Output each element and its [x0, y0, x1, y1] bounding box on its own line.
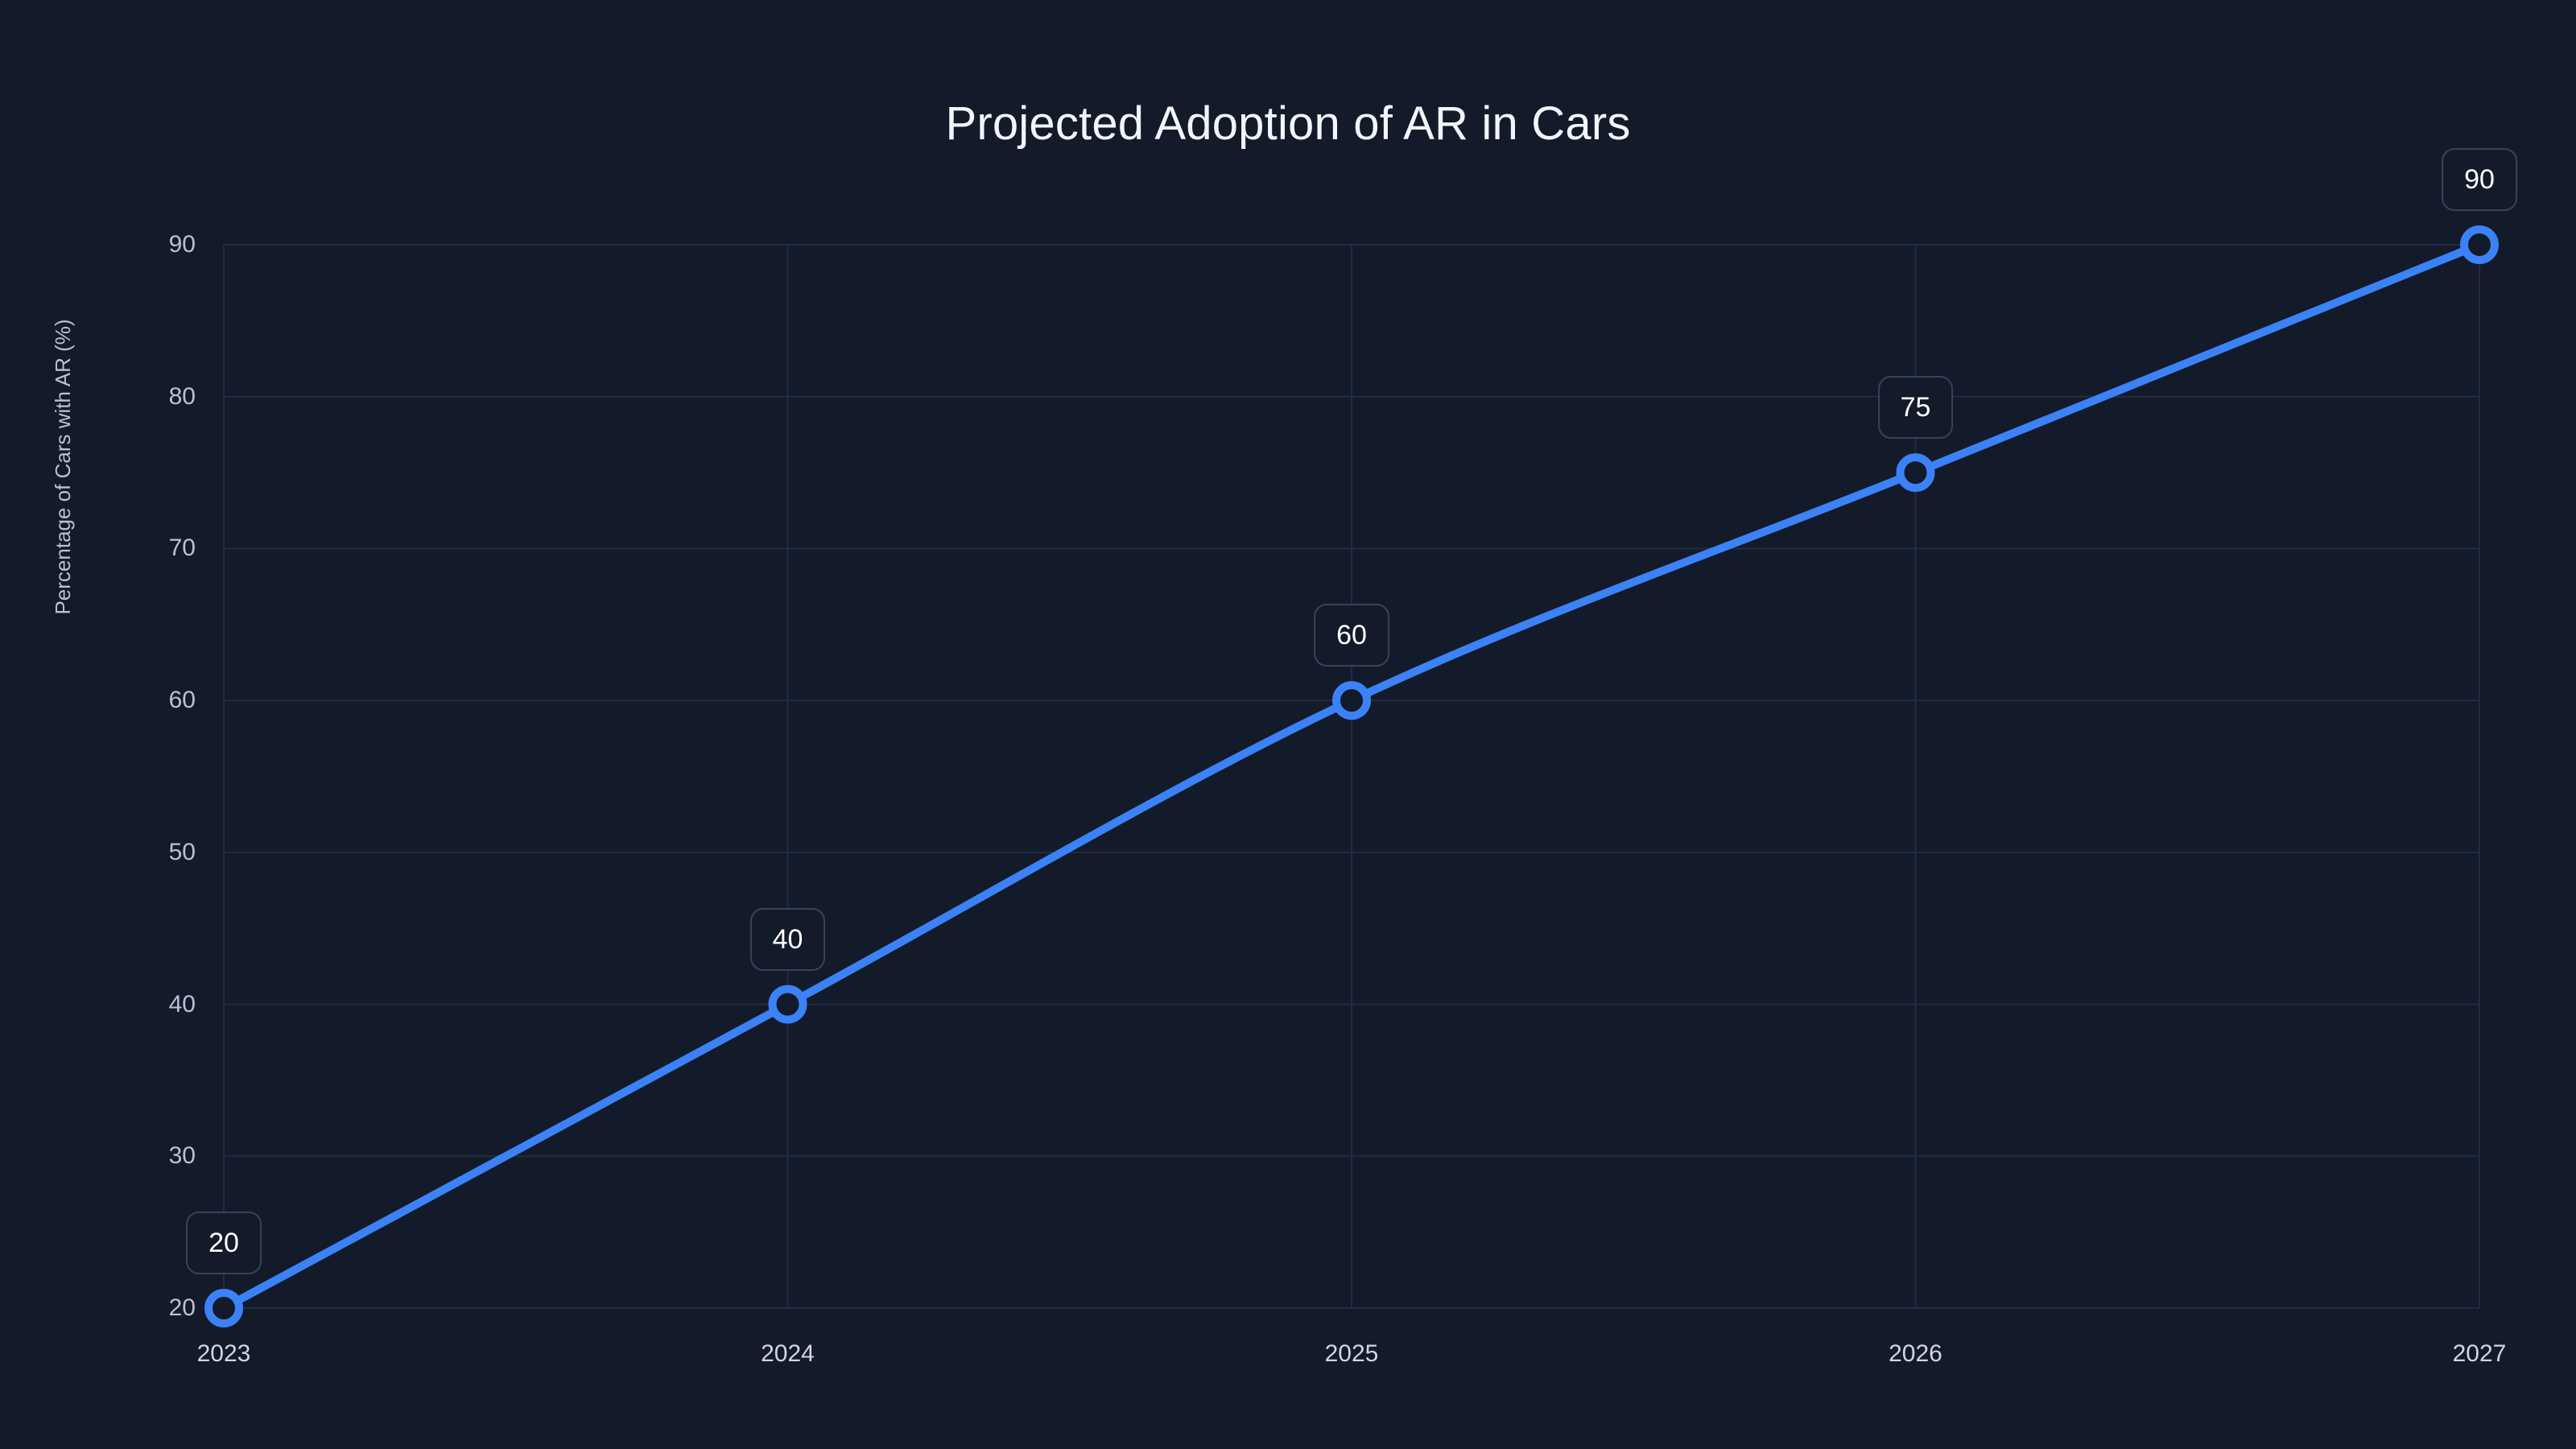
y-tick-label-50: 50 — [168, 838, 196, 865]
data-point-marker-2023[interactable] — [204, 1289, 243, 1327]
y-tick-label-70: 70 — [168, 535, 196, 562]
x-tick-label-2024: 2024 — [761, 1340, 815, 1367]
data-point-marker-2026[interactable] — [1896, 453, 1935, 493]
data-label-2024: 40 — [749, 907, 826, 971]
data-label-2026: 75 — [1877, 376, 1954, 440]
x-tick-label-2026: 2026 — [1889, 1340, 1942, 1367]
y-axis-label: Percentage of Cars with AR (%) — [51, 319, 75, 615]
data-label-2027: 90 — [2442, 148, 2517, 211]
x-tick-label-2027: 2027 — [2452, 1340, 2507, 1367]
y-tick-label-80: 80 — [168, 382, 196, 410]
y-tick-label-90: 90 — [168, 231, 196, 258]
plot-svg — [204, 225, 2499, 1327]
data-label-2025: 60 — [1314, 604, 1389, 667]
grid-lines — [223, 244, 2480, 1309]
y-tick-label-20: 20 — [168, 1294, 196, 1321]
plot-area — [204, 225, 2499, 1327]
y-tick-label-40: 40 — [168, 990, 196, 1018]
data-point-markers — [204, 225, 2499, 1327]
x-tick-label-2023: 2023 — [196, 1340, 251, 1367]
data-point-marker-2025[interactable] — [1332, 681, 1371, 720]
x-tick-label-2025: 2025 — [1324, 1340, 1379, 1367]
data-point-marker-2024[interactable] — [768, 985, 807, 1024]
y-tick-label-30: 30 — [168, 1142, 196, 1170]
y-tick-label-60: 60 — [168, 687, 196, 714]
data-label-2023: 20 — [186, 1212, 262, 1274]
data-point-marker-2027[interactable] — [2460, 225, 2499, 264]
chart-title: Projected Adoption of AR in Cars — [945, 97, 1631, 150]
